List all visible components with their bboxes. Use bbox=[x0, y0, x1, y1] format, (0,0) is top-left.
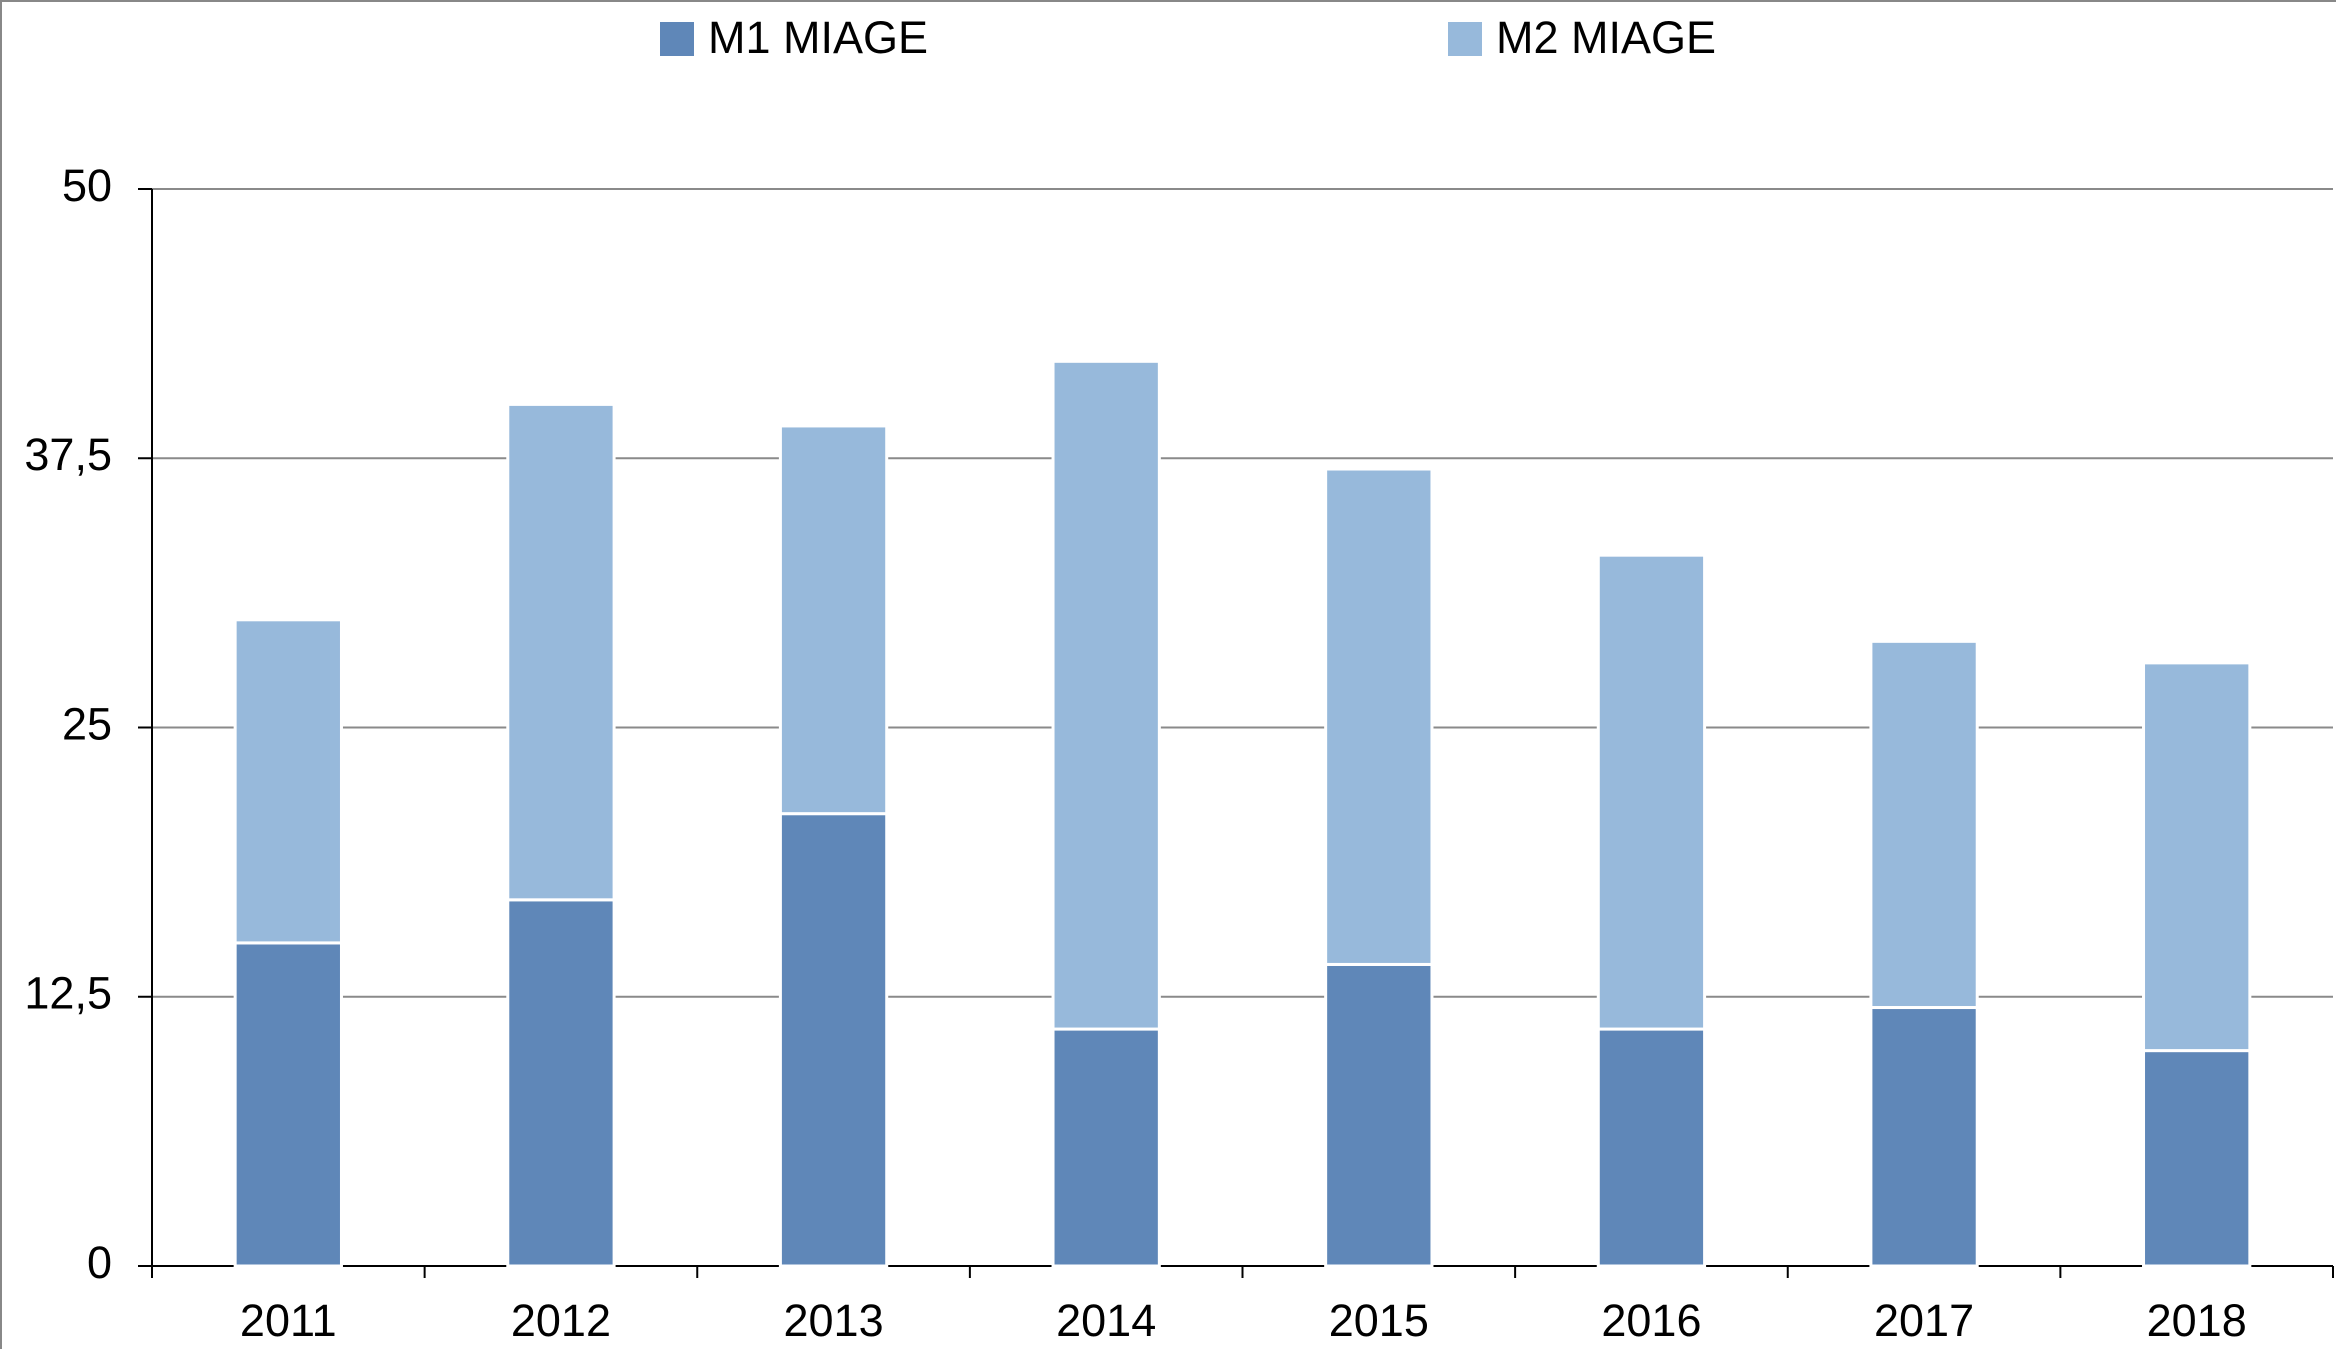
x-tick-label: 2018 bbox=[2147, 1295, 2247, 1346]
bar-segment bbox=[506, 898, 616, 1268]
bar-segment bbox=[1324, 962, 1434, 1268]
bar-segment bbox=[778, 812, 889, 1268]
x-tick-label: 2013 bbox=[784, 1295, 884, 1346]
bar-segment bbox=[506, 402, 616, 902]
x-tick-label: 2015 bbox=[1329, 1295, 1429, 1346]
legend-swatch bbox=[1448, 22, 1482, 56]
bar-segment bbox=[1596, 553, 1707, 1031]
x-tick-label: 2011 bbox=[240, 1295, 337, 1346]
bar-segment bbox=[1324, 467, 1434, 966]
y-tick-label: 12,5 bbox=[24, 968, 112, 1019]
y-tick-label: 25 bbox=[62, 698, 112, 749]
bar-segment bbox=[778, 424, 889, 816]
y-tick-label: 50 bbox=[62, 160, 112, 211]
bar-segment bbox=[1869, 1006, 1979, 1268]
legend-label: M2 MIAGE bbox=[1496, 12, 1716, 63]
bar-segment bbox=[1869, 639, 1979, 1010]
bar-segment bbox=[233, 941, 343, 1268]
bar-segment bbox=[1051, 359, 1161, 1031]
x-tick-label: 2012 bbox=[511, 1295, 611, 1346]
bar-segment bbox=[1596, 1027, 1707, 1268]
bar-segment bbox=[2142, 1049, 2252, 1268]
bar-segment bbox=[233, 618, 343, 945]
legend-swatch bbox=[660, 22, 694, 56]
y-tick-label: 37,5 bbox=[24, 429, 112, 480]
bar-segment bbox=[2142, 661, 2252, 1053]
legend-label: M1 MIAGE bbox=[708, 12, 928, 63]
x-tick-label: 2016 bbox=[1601, 1295, 1701, 1346]
x-tick-label: 2017 bbox=[1874, 1295, 1974, 1346]
bar-segment bbox=[1051, 1027, 1161, 1268]
x-tick-label: 2014 bbox=[1056, 1295, 1156, 1346]
y-tick-label: 0 bbox=[87, 1237, 112, 1288]
